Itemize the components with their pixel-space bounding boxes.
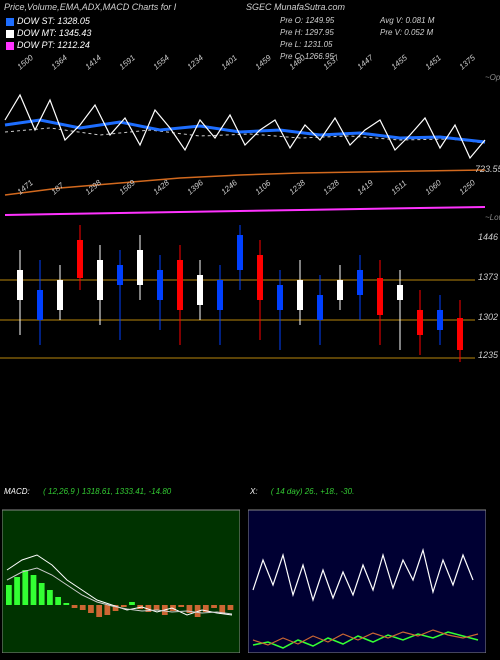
macd-label: MACD: ( 12,26,9 ) 1318.61, 1333.41, -14.… <box>4 486 171 498</box>
svg-text:1106: 1106 <box>254 178 273 196</box>
svg-text:1298: 1298 <box>84 178 104 197</box>
svg-text:1250: 1250 <box>458 178 478 197</box>
svg-text:1235: 1235 <box>478 350 499 360</box>
svg-text:1569: 1569 <box>118 178 138 197</box>
svg-text:1554: 1554 <box>152 53 172 72</box>
main-price-chart: 1500 1364 1414 1591 1554 1234 1401 1459 1460 1537… <box>0 0 500 380</box>
svg-text:1414: 1414 <box>84 53 104 72</box>
svg-text:1373: 1373 <box>478 272 498 282</box>
svg-text:1302: 1302 <box>478 312 498 322</box>
svg-text:1419: 1419 <box>356 178 376 197</box>
svg-text:1328: 1328 <box>322 178 342 197</box>
svg-text:1451: 1451 <box>424 53 443 71</box>
svg-text:1471: 1471 <box>16 178 35 196</box>
svg-text:1246: 1246 <box>220 178 240 197</box>
svg-text:1396: 1396 <box>186 178 206 197</box>
svg-text:723.55: 723.55 <box>475 164 500 174</box>
svg-text:1455: 1455 <box>390 53 410 72</box>
svg-text:1060: 1060 <box>424 178 444 197</box>
svg-text:~Lows: ~Lows <box>485 213 500 222</box>
adx-label: X: ( 14 day) 26., +18., -30. <box>250 486 354 498</box>
svg-text:~Open: ~Open <box>485 73 500 82</box>
svg-text:1401: 1401 <box>220 53 239 71</box>
adx-panel <box>248 498 486 653</box>
svg-text:1234: 1234 <box>186 53 206 72</box>
svg-text:187: 187 <box>50 181 66 197</box>
svg-text:1500: 1500 <box>16 53 36 72</box>
svg-text:1446: 1446 <box>478 232 498 242</box>
svg-text:1591: 1591 <box>118 53 137 71</box>
svg-text:1537: 1537 <box>322 53 342 72</box>
svg-text:1364: 1364 <box>50 53 70 72</box>
svg-text:1459: 1459 <box>254 53 274 72</box>
macd-panel <box>2 498 240 653</box>
svg-text:1238: 1238 <box>288 178 308 197</box>
svg-text:1511: 1511 <box>390 179 409 197</box>
svg-text:1447: 1447 <box>356 53 376 72</box>
svg-text:1375: 1375 <box>458 53 478 72</box>
svg-text:1460: 1460 <box>288 53 308 72</box>
